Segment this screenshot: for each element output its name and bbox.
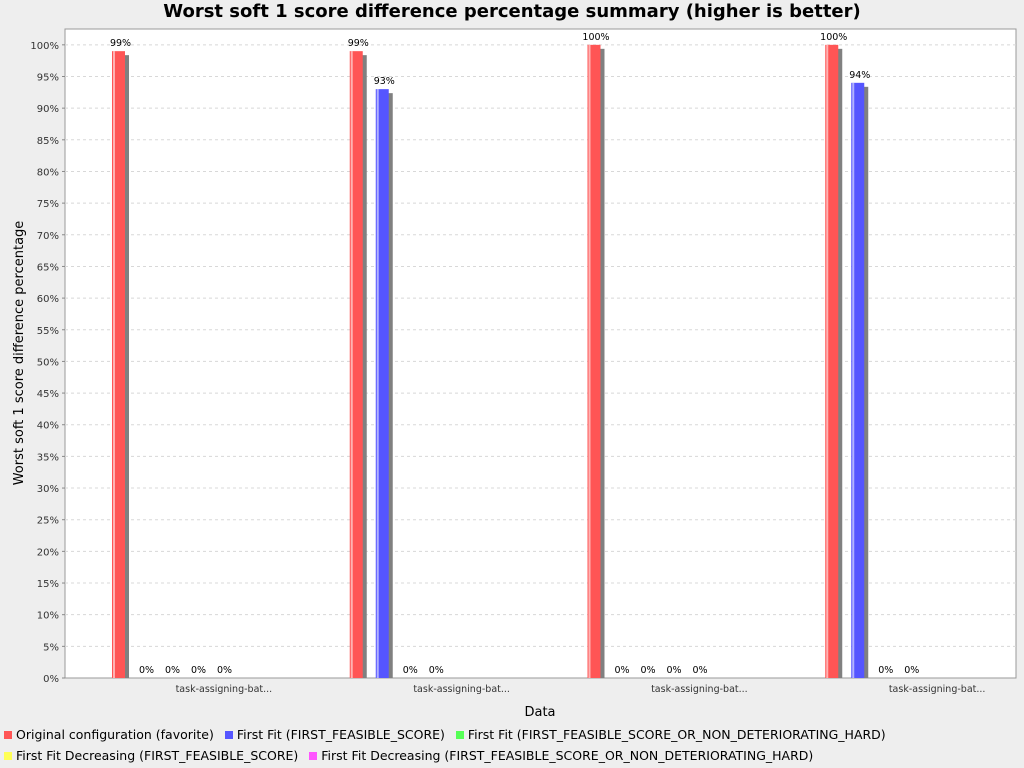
legend-swatch — [4, 752, 12, 760]
y-tick-label: 10% — [37, 611, 59, 622]
legend-row: Original configuration (favorite) First … — [0, 726, 1024, 747]
data-label: 99% — [110, 38, 131, 49]
data-label: 0% — [614, 665, 629, 676]
y-axis-label: Worst soft 1 score difference percentage — [12, 221, 27, 486]
bar-highlight — [588, 44, 591, 678]
chart-title: Worst soft 1 score difference percentage… — [163, 1, 861, 22]
y-tick-label: 0% — [43, 674, 59, 685]
data-labels: 99% 0% 0% 0% 0% 99% 93% 0% 0% 100% 0% 0% 0% 0% 100% 94%… — [110, 32, 919, 676]
legend-row: First Fit Decreasing (FIRST_FEASIBLE_SCO… — [0, 747, 1024, 768]
data-label: 0% — [191, 665, 206, 676]
data-label: 0% — [165, 665, 180, 676]
data-label: 0% — [640, 665, 655, 676]
legend-swatch — [455, 731, 464, 739]
data-label: 100% — [820, 32, 847, 43]
legend-label: First Fit Decreasing (FIRST_FEASIBLE_SCO… — [16, 748, 299, 763]
bar — [825, 44, 839, 678]
data-label: 0% — [904, 665, 919, 676]
legend-item-ffd-non-det: First Fit Decreasing (FIRST_FEASIBLE_SCO… — [305, 747, 813, 765]
data-label: 94% — [849, 70, 870, 81]
y-tick-label: 25% — [37, 516, 59, 527]
x-axis-label: Data — [524, 705, 555, 720]
data-label: 0% — [139, 665, 154, 676]
y-tick-label: 60% — [37, 294, 59, 305]
data-label: 0% — [666, 665, 681, 676]
x-tick-label: task-assigning-bat... — [651, 684, 748, 695]
bar-highlight — [350, 51, 353, 679]
legend-swatch — [309, 752, 318, 760]
plot-area — [64, 28, 1017, 679]
y-tick-label: 80% — [37, 167, 59, 178]
legend-label: First Fit (FIRST_FEASIBLE_SCORE_OR_NON_D… — [467, 727, 886, 742]
x-axis: task-assigning-bat... task-assigning-bat.… — [176, 684, 986, 695]
y-axis: 0% 5% 10% 15% 20% 25% 30% 35% 40% 45% 50% 55% 60% 65%… — [30, 41, 65, 685]
y-tick-label: 15% — [37, 579, 59, 590]
bar — [375, 89, 389, 678]
data-label: 0% — [878, 665, 893, 676]
y-tick-label: 30% — [37, 484, 59, 495]
legend: Original configuration (favorite) First … — [0, 726, 1024, 768]
bar-highlight — [852, 82, 855, 678]
bar-chart: 99% 0% 0% 0% 0% 99% 93% 0% 0% 100% 0% 0% 0% 0% 100% 94%… — [12, 28, 1017, 720]
bar — [587, 44, 601, 678]
bars — [112, 44, 869, 679]
y-tick-label: 100% — [30, 41, 59, 52]
bar — [349, 51, 363, 679]
y-tick-label: 90% — [37, 104, 59, 115]
y-tick-label: 5% — [43, 642, 59, 653]
y-tick-label: 70% — [37, 231, 59, 242]
bar — [112, 51, 125, 679]
bar-highlight — [826, 44, 829, 678]
legend-item-original: Original configuration (favorite) — [0, 726, 214, 744]
data-label: 99% — [348, 38, 369, 49]
x-tick-label: task-assigning-bat... — [176, 684, 273, 695]
y-tick-label: 65% — [37, 262, 59, 273]
x-tick-label: task-assigning-bat... — [889, 684, 986, 695]
y-tick-label: 35% — [37, 452, 59, 463]
legend-item-ffd: First Fit Decreasing (FIRST_FEASIBLE_SCO… — [0, 747, 298, 765]
y-tick-label: 50% — [37, 357, 59, 368]
x-tick-label: task-assigning-bat... — [413, 684, 510, 695]
data-label: 0% — [403, 665, 418, 676]
legend-label: Original configuration (favorite) — [16, 727, 214, 742]
legend-label: First Fit (FIRST_FEASIBLE_SCORE) — [236, 727, 445, 742]
data-label: 0% — [217, 665, 232, 676]
y-tick-label: 45% — [37, 389, 59, 400]
data-label: 0% — [429, 665, 444, 676]
y-tick-label: 20% — [37, 547, 59, 558]
bar-highlight — [376, 89, 379, 678]
legend-item-first-fit: First Fit (FIRST_FEASIBLE_SCORE) — [221, 726, 445, 744]
bar — [851, 82, 865, 678]
data-label: 93% — [374, 76, 395, 87]
legend-item-first-fit-non-det: First Fit (FIRST_FEASIBLE_SCORE_OR_NON_D… — [452, 726, 886, 744]
data-label: 100% — [582, 32, 609, 43]
y-tick-label: 55% — [37, 326, 59, 337]
legend-swatch — [224, 731, 233, 739]
y-tick-label: 75% — [37, 199, 59, 210]
y-tick-label: 40% — [37, 421, 59, 432]
legend-label: First Fit Decreasing (FIRST_FEASIBLE_SCO… — [321, 748, 814, 763]
legend-swatch — [4, 731, 12, 739]
y-tick-label: 95% — [37, 72, 59, 83]
y-tick-label: 85% — [37, 136, 59, 147]
data-label: 0% — [692, 665, 707, 676]
bar-highlight — [113, 51, 115, 679]
